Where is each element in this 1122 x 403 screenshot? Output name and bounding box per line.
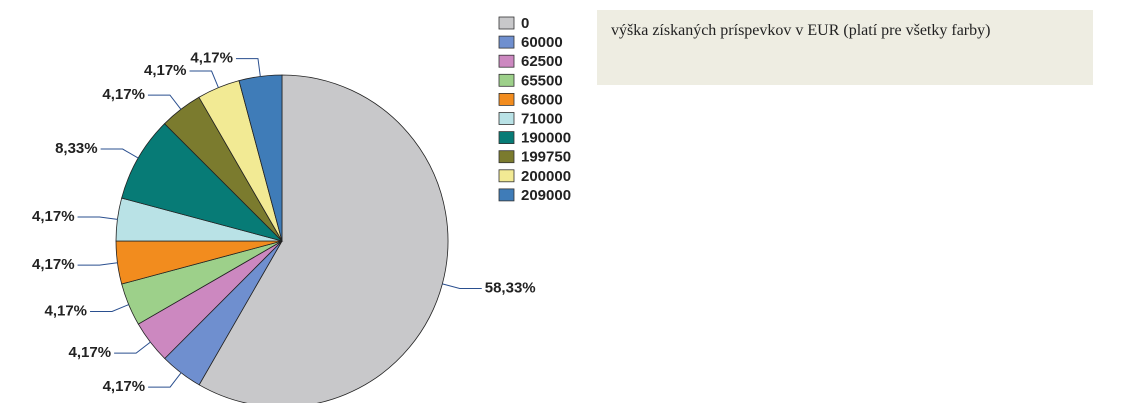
legend-label: 199750 [521,149,571,166]
legend-swatch [498,169,515,183]
data-label: 4,17% [103,378,146,395]
legend-label: 68000 [521,91,563,108]
leader-line [148,372,182,388]
data-label: 4,17% [44,302,87,319]
leader-line [235,58,261,77]
legend-label: 60000 [521,34,563,51]
leader-line [189,70,219,88]
leader-line [90,304,129,313]
pie-slice [198,74,449,403]
legend-label: 190000 [521,130,571,147]
data-label: 4,17% [102,86,145,103]
leader-line [442,283,482,290]
legend-swatch [498,93,515,106]
data-label: 58,33% [485,280,536,297]
legend-swatch [498,73,515,87]
legend-swatch [498,150,515,164]
data-label: 4,17% [32,208,75,225]
legend-label: 71000 [521,110,563,127]
legend-label: 209000 [521,187,571,204]
annotation: výška získaných príspevkov v EUR (platí … [597,10,1093,85]
pie-slice [238,74,283,242]
data-label: 4,17% [144,62,187,79]
leader-line [77,262,118,266]
legend-swatch [498,16,515,30]
legend-label: 0 [521,15,529,32]
legend-label: 62500 [521,53,563,70]
legend-label: 65500 [521,72,563,89]
leader-line [77,216,118,220]
legend-swatch [498,188,515,202]
data-label: 4,17% [69,344,112,361]
legend-label: 200000 [521,168,571,185]
legend-swatch [498,131,515,145]
leader-line [100,148,139,159]
pie-slice [121,123,284,242]
leader-line [147,94,182,110]
legend-swatch [498,35,515,49]
legend-swatch [498,54,515,68]
leader-line [114,341,151,354]
legend-swatch [498,112,515,125]
data-label: 4,17% [190,50,233,67]
data-label: 8,33% [55,140,98,157]
data-label: 4,17% [32,256,75,273]
